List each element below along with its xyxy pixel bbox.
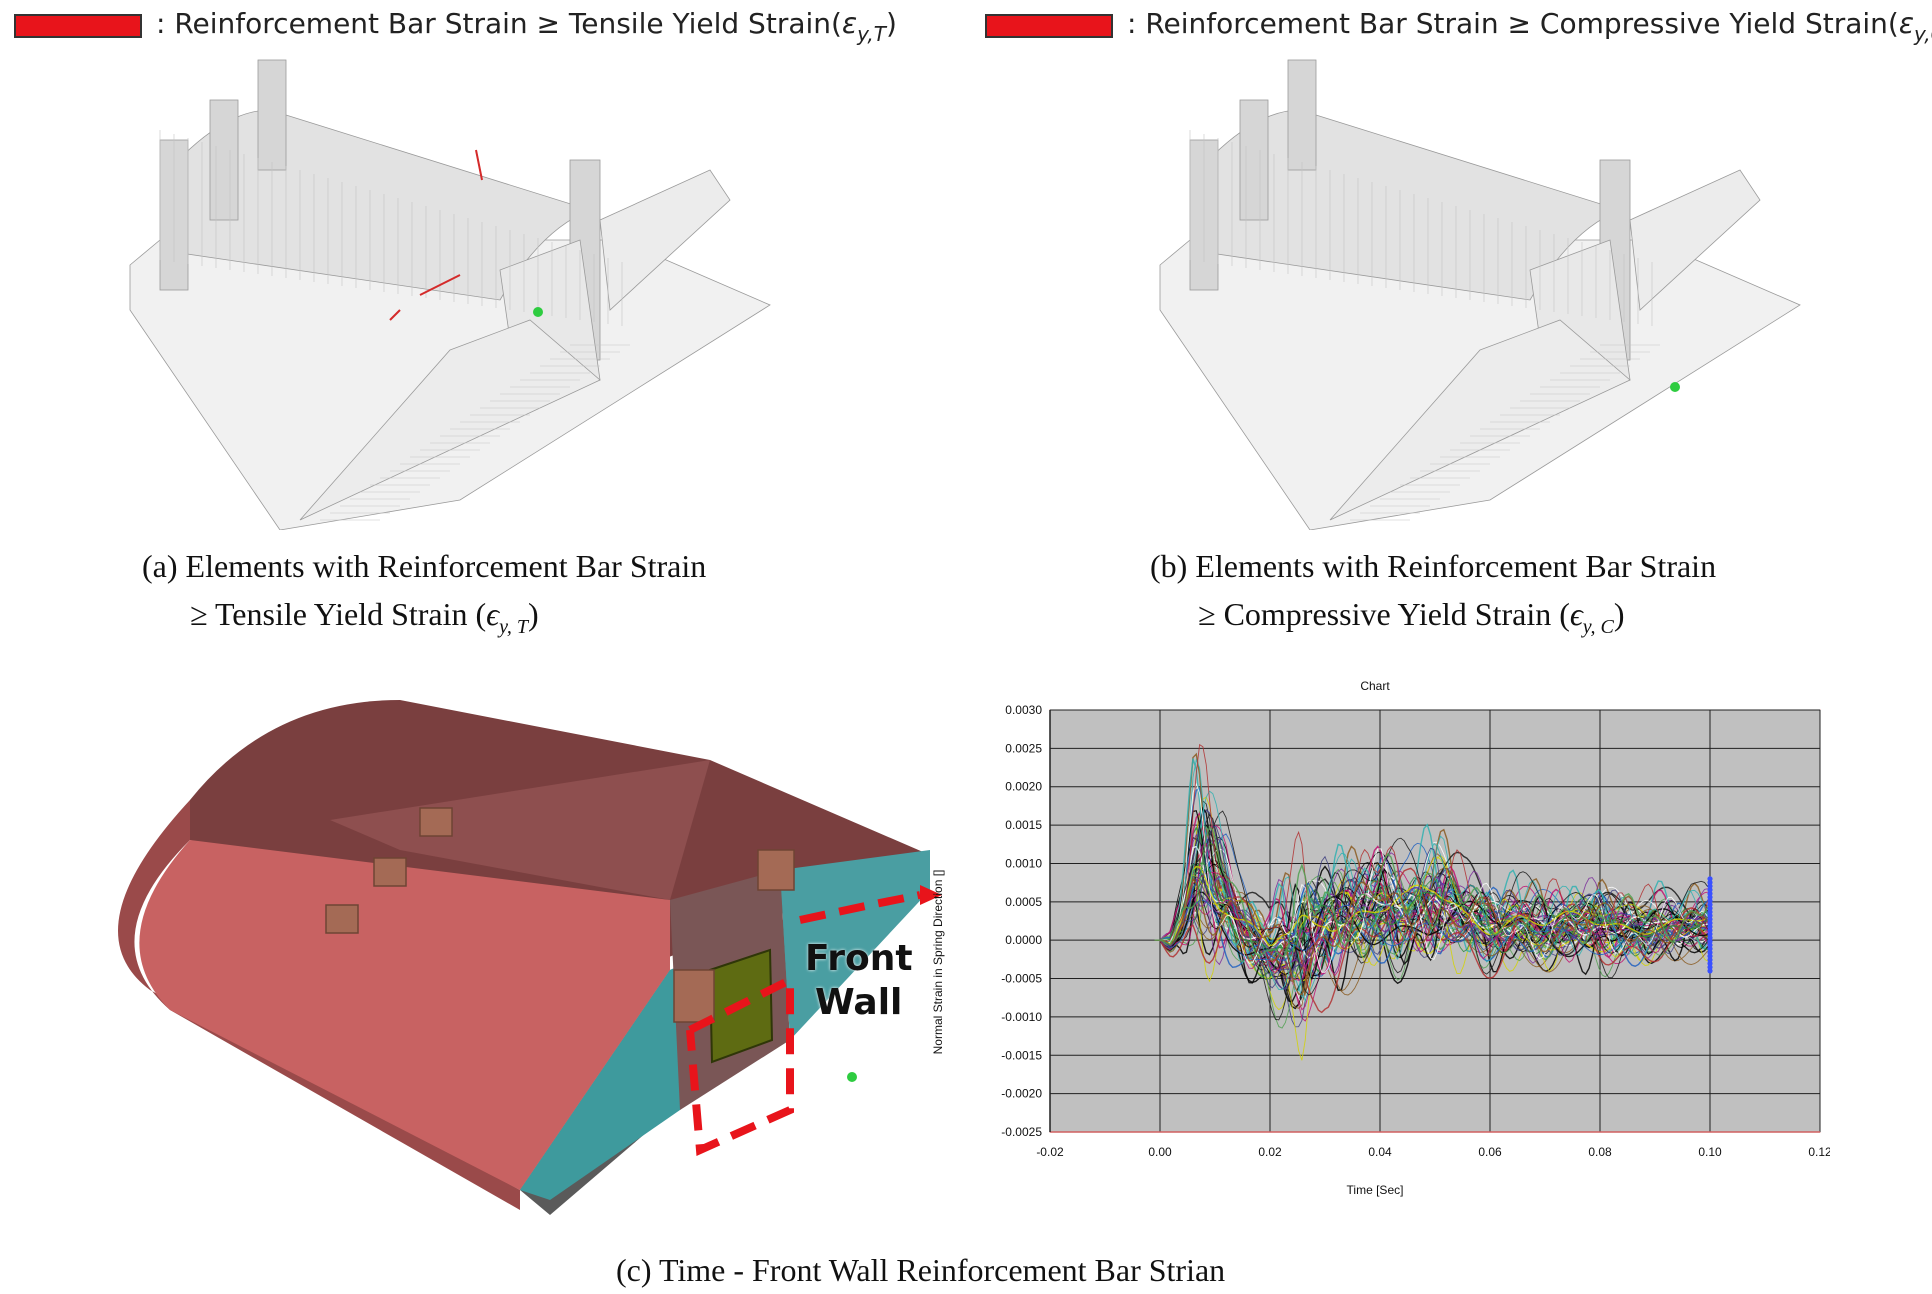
x-tick-label: 0.08 [1588, 1145, 1612, 1159]
x-tick-label: 0.06 [1478, 1145, 1502, 1159]
y-tick-label: -0.0010 [1001, 1010, 1042, 1024]
strain-series-line [1154, 790, 1709, 990]
y-tick-label: 0.0005 [1005, 895, 1042, 909]
model-view-compressive [1150, 50, 1870, 530]
caption-b: (b) Elements with Reinforcement Bar Stra… [1150, 542, 1716, 651]
y-tick-label: -0.0015 [1001, 1048, 1042, 1062]
x-tick-label: 0.02 [1258, 1145, 1282, 1159]
caption-c: (c) Time - Front Wall Reinforcement Bar … [616, 1252, 1226, 1288]
strain-series-line [1154, 810, 1709, 958]
strain-series-line [1154, 758, 1708, 1003]
end-marker [1707, 905, 1713, 911]
end-marker [1707, 942, 1713, 948]
end-marker [1707, 968, 1713, 974]
x-tick-label: -0.02 [1036, 1145, 1064, 1159]
legend-swatch-red [985, 14, 1113, 38]
strain-series-line [1154, 856, 1708, 950]
front-wall-label-line1: Front [805, 938, 913, 979]
end-marker [1707, 901, 1713, 908]
end-marker [1707, 957, 1713, 963]
x-tick-label: 0.04 [1368, 1145, 1392, 1159]
x-tick-label: 0.12 [1808, 1145, 1830, 1159]
end-marker [1707, 898, 1713, 904]
strain-series-line [1154, 825, 1709, 958]
end-marker [1707, 887, 1713, 893]
y-tick-label: 0.0015 [1005, 818, 1042, 832]
y-tick-label: 0.0010 [1005, 856, 1042, 870]
model-view-tensile [120, 50, 840, 530]
end-marker [1707, 909, 1713, 915]
chart-title: Chart [1360, 679, 1390, 693]
strain-series-line [1154, 867, 1709, 996]
y-tick-label: -0.0005 [1001, 972, 1042, 986]
end-marker [1707, 879, 1713, 886]
strain-time-chart: Chart -0.02 0.00 0.02 0.04 0.06 0.08 0.10 0.12 0… [930, 672, 1830, 1212]
y-tick-label: 0.0025 [1005, 741, 1042, 755]
front-wall-label-line2: Wall [815, 982, 903, 1023]
end-marker [1707, 927, 1713, 933]
strain-series-line [1154, 842, 1709, 977]
strain-series-line [1154, 782, 1709, 973]
end-marker [1707, 960, 1713, 967]
caption-b-line1: (b) Elements with Reinforcement Bar Stra… [1150, 548, 1717, 584]
strain-series-line [1154, 825, 1709, 989]
end-marker [1707, 935, 1713, 941]
x-tick-label: 0.00 [1148, 1145, 1172, 1159]
legend-tensile: : Reinforcement Bar Strain ≥ Tensile Yie… [14, 6, 897, 46]
strain-series-line [1154, 878, 1708, 950]
end-marker [1707, 913, 1713, 919]
strain-series-line [1154, 865, 1709, 947]
end-marker [1707, 964, 1713, 970]
legend-tensile-text: : Reinforcement Bar Strain ≥ Tensile Yie… [156, 6, 897, 46]
end-marker [1707, 916, 1713, 922]
end-marker [1707, 949, 1713, 956]
caption-a-line1: (a) Elements with Reinforcement Bar Stra… [142, 548, 707, 584]
y-tick-label: 0.0000 [1005, 933, 1042, 947]
end-marker [1707, 876, 1713, 882]
strain-series-line [1154, 851, 1709, 959]
legend-compressive-text: : Reinforcement Bar Strain ≥ Compressive… [1127, 6, 1932, 46]
chart-xlabel: Time [Sec] [1347, 1183, 1404, 1197]
legend-compressive: : Reinforcement Bar Strain ≥ Compressive… [985, 6, 1932, 46]
strain-series-line [1154, 743, 1709, 962]
caption-a: (a) Elements with Reinforcement Bar Stra… [142, 542, 706, 651]
y-tick-label: -0.0025 [1001, 1125, 1042, 1139]
y-tick-label: 0.0020 [1005, 780, 1042, 794]
y-tick-label: -0.0020 [1001, 1087, 1042, 1101]
end-marker [1707, 931, 1713, 937]
end-marker [1707, 894, 1713, 900]
caption-a-line2: ≥ Tensile Yield Strain (ϵy, T) [190, 596, 539, 638]
strain-series-line [1154, 810, 1709, 996]
end-marker [1707, 938, 1713, 945]
end-marker [1707, 920, 1713, 926]
front-wall-label: Front Wall [805, 937, 913, 1025]
caption-b-line2: ≥ Compressive Yield Strain (ϵy, C) [1198, 596, 1625, 638]
y-tick-label: 0.0030 [1005, 703, 1042, 717]
end-marker [1707, 924, 1713, 930]
legend-swatch-red [14, 14, 142, 38]
end-marker [1707, 883, 1713, 889]
chart-ylabel: Normal Strain in Spring Direction [] [931, 870, 945, 1055]
end-marker [1707, 890, 1713, 897]
end-marker [1707, 946, 1713, 952]
end-marker [1707, 953, 1713, 959]
model-view-solid [70, 690, 950, 1220]
x-tick-label: 0.10 [1698, 1145, 1722, 1159]
